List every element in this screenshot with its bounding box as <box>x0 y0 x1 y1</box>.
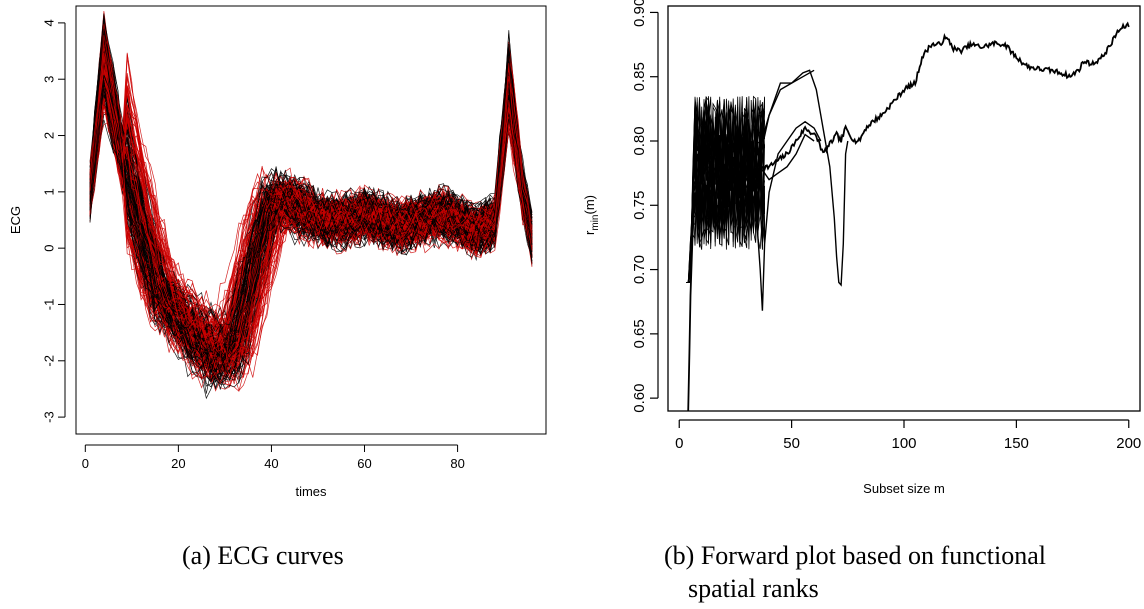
ecg-curve <box>89 97 533 357</box>
ecg-plot-frame <box>75 5 547 435</box>
ecg-curves-group <box>89 10 533 400</box>
forward-plot-x-tick-label: 150 <box>1004 435 1029 452</box>
ecg-curve <box>89 24 533 365</box>
forward-plot-x-tick-label: 200 <box>1116 435 1141 452</box>
forward-plot-y-axis: 0.60 0.65 0.70 0.75 0.80 0.85 0.90 <box>631 0 659 413</box>
forward-plot-y-axis-label: rmin(m) <box>582 195 601 235</box>
caption-b-line-1: (b) Forward plot based on functional <box>664 541 1046 570</box>
ecg-curve <box>89 38 533 394</box>
ecg-curve <box>89 58 533 368</box>
forward-plot-y-tick-label: 0.70 <box>631 255 648 284</box>
ecg-y-tick-label: -3 <box>41 411 56 423</box>
ecg-x-tick-label: 0 <box>82 456 89 471</box>
ecg-curves-chart: 0 20 40 60 80 -3 -2 -1 0 1 2 3 4 times ECG <box>8 5 547 499</box>
ecg-curve <box>89 88 533 371</box>
ecg-y-tick-label: 0 <box>41 245 56 252</box>
ecg-curve <box>89 97 533 360</box>
ecg-x-axis: 0 20 40 60 80 <box>82 444 465 471</box>
forward-plot-y-axis-label-r: r <box>582 230 597 235</box>
ecg-x-tick-label: 20 <box>171 456 185 471</box>
forward-plot-chart: 0 50 100 150 200 0.60 0.65 0.70 0.75 0.80 0.85 0.9… <box>582 0 1141 496</box>
ecg-y-tick-label: -2 <box>41 355 56 367</box>
forward-plot-main-curve <box>687 21 1130 412</box>
ecg-y-axis-label: ECG <box>8 206 23 234</box>
forward-plot-noise-curve <box>686 99 765 283</box>
forward-plot-frame <box>667 5 1141 412</box>
forward-plot-y-axis-label-suffix: (m) <box>582 195 597 215</box>
forward-plot-x-axis-label: Subset size m <box>863 481 945 496</box>
forward-plot-branch-curve <box>741 133 815 193</box>
ecg-curve <box>89 47 533 389</box>
forward-plot-y-tick-label: 0.75 <box>631 191 648 220</box>
forward-plot-y-tick-label: 0.85 <box>631 62 648 91</box>
ecg-x-tick-label: 80 <box>450 456 464 471</box>
forward-plot-curves-group <box>686 21 1130 412</box>
forward-plot-y-tick-label: 0.65 <box>631 319 648 348</box>
ecg-y-axis: -3 -2 -1 0 1 2 3 4 <box>41 19 66 423</box>
forward-plot-y-axis-label-sub: min <box>590 215 601 231</box>
forward-plot-x-tick-label: 50 <box>783 435 800 452</box>
caption-b: (b) Forward plot based on functional spa… <box>664 539 1142 605</box>
ecg-x-tick-label: 60 <box>357 456 371 471</box>
forward-plot-branch-curve <box>746 69 849 287</box>
ecg-curve <box>89 35 533 379</box>
caption-b-line-2: spatial ranks <box>688 574 819 603</box>
forward-plot-x-axis: 0 50 100 150 200 <box>675 419 1141 452</box>
forward-plot-x-tick-label: 0 <box>675 435 683 452</box>
forward-plot-branch-curve <box>757 69 815 167</box>
ecg-x-tick-label: 40 <box>264 456 278 471</box>
forward-plot-y-tick-label: 0.60 <box>631 384 648 413</box>
ecg-y-tick-label: 3 <box>41 76 56 83</box>
ecg-curve <box>89 31 533 342</box>
forward-plot-branch-curve <box>734 120 822 311</box>
caption-a: (a) ECG curves <box>182 541 344 570</box>
ecg-x-axis-label: times <box>295 484 327 499</box>
forward-plot-x-tick-label: 100 <box>891 435 916 452</box>
ecg-curve <box>89 74 533 374</box>
ecg-y-tick-label: 4 <box>41 19 56 26</box>
forward-plot-y-tick-label: 0.90 <box>631 0 648 27</box>
ecg-y-tick-label: 1 <box>41 188 56 195</box>
ecg-y-tick-label: -1 <box>41 299 56 311</box>
forward-plot-y-tick-label: 0.80 <box>631 126 648 155</box>
ecg-y-tick-label: 2 <box>41 132 56 139</box>
